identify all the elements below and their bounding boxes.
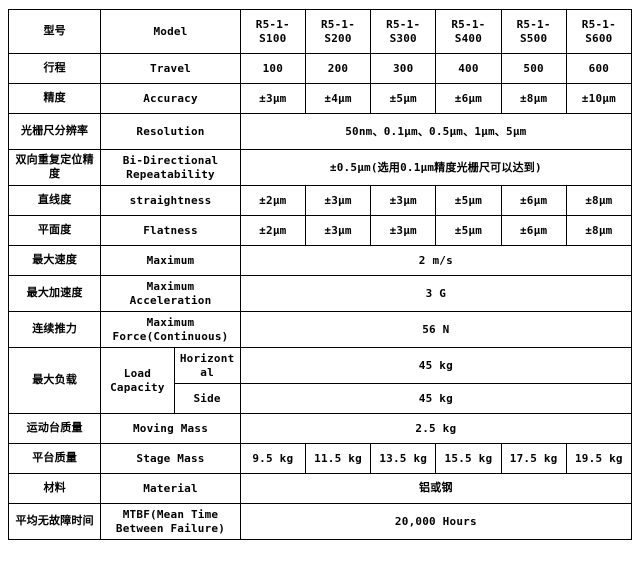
- row-value-12-4: 17.5 kg: [500, 443, 567, 474]
- table-row: 最大速度 Maximum 2 m/s: [7, 245, 633, 276]
- table-row: 平面度 Flatness ±2μm ±3μm ±3μm ±5μm ±6μm ±8μm: [7, 215, 633, 246]
- row-value-2-5: ±10μm: [565, 83, 633, 114]
- row-label-en-9: Maximum Force(Continuous): [100, 311, 241, 348]
- table-row: 连续推力 Maximum Force(Continuous) 56 N: [7, 311, 633, 348]
- row-value-6-0: ±2μm: [239, 215, 306, 246]
- row-label-en-14: MTBF(Mean Time Between Failure): [100, 503, 241, 540]
- row-label-cn-7: 最大速度: [7, 245, 102, 276]
- row-value-5-4: ±6μm: [500, 185, 567, 216]
- row-value-13: 铝或钢: [239, 473, 633, 504]
- row-label-en-12: Stage Mass: [100, 443, 241, 474]
- table-row: 型号 Model R5-1- S100 R5-1- S200 R5-1- S300 R5-1- S…: [7, 9, 633, 54]
- table-row: 平台质量 Stage Mass 9.5 kg 11.5 kg 13.5 kg 15.5 k…: [7, 443, 633, 474]
- table-row: 运动台质量 Moving Mass 2.5 kg: [7, 413, 633, 444]
- row-label-en-6: Flatness: [100, 215, 241, 246]
- row-value-10-1: 45 kg: [239, 383, 633, 414]
- row-value-4: ±0.5μm(选用0.1μm精度光栅尺可以达到): [239, 149, 633, 186]
- row-value-5-3: ±5μm: [435, 185, 502, 216]
- row-value-6-3: ±5μm: [435, 215, 502, 246]
- row-label-en-4: Bi-Directional Repeatability: [100, 149, 241, 186]
- row-label-en-8: Maximum Acceleration: [100, 275, 241, 312]
- row-label-cn-5: 直线度: [7, 185, 102, 216]
- row-label-cn-12: 平台质量: [7, 443, 102, 474]
- row-value-5-1: ±3μm: [304, 185, 372, 216]
- table-row: Side 45 kg: [9, 383, 633, 414]
- row-label-cn-4: 双向重复定位精度: [7, 149, 102, 186]
- row-label-cn-10: 最大负载: [7, 347, 102, 414]
- table-row: 材料 Material 铝或钢: [7, 473, 633, 504]
- row-value-2-4: ±8μm: [500, 83, 567, 114]
- table-row: 行程 Travel 100 200 300 400 500 600: [7, 53, 633, 84]
- row-label-cn-13: 材料: [7, 473, 102, 504]
- row-value-3: 50nm、0.1μm、0.5μm、1μm、5μm: [239, 113, 633, 150]
- row-value-9: 56 N: [239, 311, 633, 348]
- row-value-2-3: ±6μm: [435, 83, 502, 114]
- row-value-1-5: 600: [565, 53, 633, 84]
- row-value-1-4: 500: [500, 53, 567, 84]
- row-value-6-5: ±8μm: [565, 215, 633, 246]
- row-label-en-5: straightness: [100, 185, 241, 216]
- specification-table: 型号 Model R5-1- S100 R5-1- S200 R5-1- S300 R5-1- S…: [7, 9, 633, 540]
- row-label-cn-2: 精度: [7, 83, 102, 114]
- row-label-en-13: Material: [100, 473, 241, 504]
- row-value-0-5: R5-1- S600: [565, 9, 633, 54]
- row-label-en-7: Maximum: [100, 245, 241, 276]
- row-value-12-2: 13.5 kg: [370, 443, 437, 474]
- row-label-en-2: Accuracy: [100, 83, 241, 114]
- row-label-cn-8: 最大加速度: [7, 275, 102, 312]
- row-label-en-11: Moving Mass: [100, 413, 241, 444]
- row-label-en-0: Model: [100, 9, 241, 54]
- row-label-cn-9: 连续推力: [7, 311, 102, 348]
- row-value-12-5: 19.5 kg: [565, 443, 633, 474]
- row-sublabel-10-0: Horizontal: [173, 347, 241, 384]
- row-label-en-10: Load Capacity: [100, 347, 175, 414]
- row-value-1-2: 300: [370, 53, 437, 84]
- row-value-1-1: 200: [304, 53, 372, 84]
- row-label-cn-0: 型号: [7, 9, 102, 54]
- row-label-en-3: Resolution: [100, 113, 241, 150]
- row-value-2-0: ±3μm: [239, 83, 306, 114]
- row-value-6-1: ±3μm: [304, 215, 372, 246]
- row-value-6-4: ±6μm: [500, 215, 567, 246]
- spec-sheet: 型号 Model R5-1- S100 R5-1- S200 R5-1- S300 R5-1- S…: [7, 9, 633, 540]
- table-row: 平均无故障时间 MTBF(Mean Time Between Failure) 20,…: [7, 503, 633, 540]
- table-row: 最大负载 Load Capacity Horizontal 45 kg: [7, 347, 633, 414]
- row-value-0-3: R5-1- S400: [435, 9, 502, 54]
- row-label-cn-14: 平均无故障时间: [7, 503, 102, 540]
- row-value-2-2: ±5μm: [370, 83, 437, 114]
- row-value-1-3: 400: [435, 53, 502, 84]
- table-body: 型号 Model R5-1- S100 R5-1- S200 R5-1- S300 R5-1- S…: [7, 9, 633, 540]
- row-label-en-1: Travel: [100, 53, 241, 84]
- table-row: 光栅尺分辨率 Resolution 50nm、0.1μm、0.5μm、1μm、5μm: [7, 113, 633, 150]
- row-label-cn-11: 运动台质量: [7, 413, 102, 444]
- row-value-14: 20,000 Hours: [239, 503, 633, 540]
- row-label-cn-3: 光栅尺分辨率: [7, 113, 102, 150]
- row-value-0-4: R5-1- S500: [500, 9, 567, 54]
- table-row: 精度 Accuracy ±3μm ±4μm ±5μm ±6μm ±8μm ±10μm: [7, 83, 633, 114]
- row-value-0-0: R5-1- S100: [239, 9, 306, 54]
- table-row: 最大加速度 Maximum Acceleration 3 G: [7, 275, 633, 312]
- row-value-0-1: R5-1- S200: [304, 9, 372, 54]
- row-value-12-1: 11.5 kg: [304, 443, 372, 474]
- row-value-5-0: ±2μm: [239, 185, 306, 216]
- row-value-1-0: 100: [239, 53, 306, 84]
- row-label-cn-6: 平面度: [7, 215, 102, 246]
- row-value-0-2: R5-1- S300: [370, 9, 437, 54]
- row-value-2-1: ±4μm: [304, 83, 372, 114]
- row-value-6-2: ±3μm: [370, 215, 437, 246]
- row-value-12-0: 9.5 kg: [239, 443, 306, 474]
- row-sublabel-10-1: Side: [173, 383, 241, 414]
- table-row: 双向重复定位精度 Bi-Directional Repeatability ±0.5μ…: [7, 149, 633, 186]
- table-row: 直线度 straightness ±2μm ±3μm ±3μm ±5μm ±6μm ±8μm: [7, 185, 633, 216]
- row-value-10-0: 45 kg: [239, 347, 633, 384]
- row-value-8: 3 G: [239, 275, 633, 312]
- row-value-11: 2.5 kg: [239, 413, 633, 444]
- row-value-5-2: ±3μm: [370, 185, 437, 216]
- row-value-7: 2 m/s: [239, 245, 633, 276]
- row-value-5-5: ±8μm: [565, 185, 633, 216]
- row-label-cn-1: 行程: [7, 53, 102, 84]
- row-value-12-3: 15.5 kg: [435, 443, 502, 474]
